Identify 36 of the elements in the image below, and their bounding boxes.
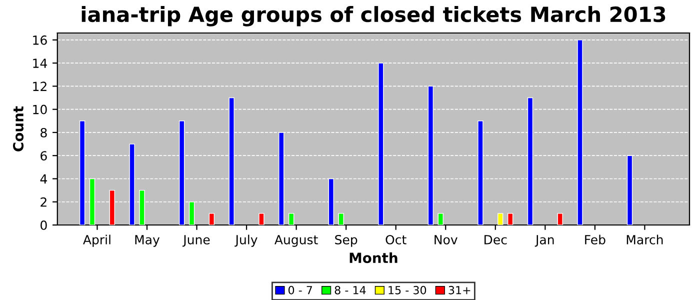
x-tick-label: May [135, 235, 160, 247]
y-tick-label: 2 [40, 197, 46, 207]
x-tick-label: August [274, 235, 318, 247]
x-tick-label: Jan [534, 235, 554, 247]
bar [507, 213, 514, 225]
y-tick-label: 14 [33, 58, 47, 68]
x-tick-label: Sep [335, 234, 358, 247]
bar [258, 213, 264, 225]
legend-label: 8 - 14 [334, 286, 366, 294]
x-tick-label: June [182, 235, 210, 247]
y-axis-title: Count [13, 106, 24, 152]
x-tick-label: Oct [386, 234, 406, 244]
y-tick-label: 6 [40, 151, 47, 161]
bar [338, 213, 344, 225]
bar [208, 213, 215, 225]
y-tick-label: 12 [33, 82, 46, 91]
y-tick-label: 8 [40, 128, 47, 138]
bar [288, 213, 294, 225]
x-tick-label: March [626, 234, 663, 244]
bar [498, 213, 504, 225]
x-tick-label: Feb [585, 234, 606, 244]
legend-label: 15 - 30 [388, 286, 426, 294]
x-tick-label: Nov [434, 235, 458, 244]
legend-label: 31+ [448, 286, 470, 294]
y-tick-label: 0 [40, 220, 47, 230]
x-axis-title: Month [350, 252, 398, 264]
y-tick-label: 10 [33, 104, 47, 114]
y-tick-label: 4 [40, 174, 47, 184]
legend-label: 0 - 7 [288, 286, 312, 294]
x-tick-label: Dec [484, 235, 507, 244]
x-tick-label: July [234, 234, 258, 247]
bar [438, 213, 444, 225]
chart-title: iana-trip Age groups of closed tickets March 2013 [82, 6, 666, 26]
y-tick-label: 16 [33, 35, 47, 45]
bar [557, 213, 563, 225]
x-tick-label: April [83, 234, 110, 247]
